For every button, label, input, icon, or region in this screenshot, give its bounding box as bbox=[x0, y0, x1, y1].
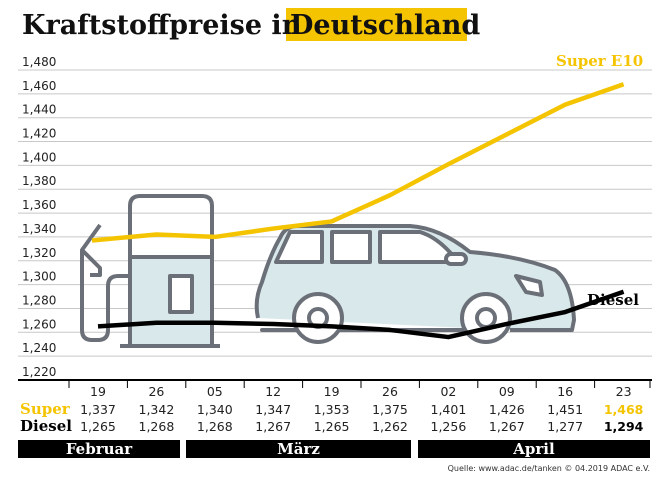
month-bar bbox=[18, 440, 180, 458]
month-label: März bbox=[277, 440, 320, 458]
month-label: April bbox=[512, 440, 555, 458]
month-bar bbox=[186, 440, 411, 458]
data-label: 1,267 bbox=[255, 419, 291, 434]
y-tick-label: 1,340 bbox=[22, 222, 56, 236]
series-line-diesel bbox=[97, 289, 625, 340]
y-tick-label: 1,480 bbox=[22, 55, 56, 69]
data-label: 1,268 bbox=[139, 419, 175, 434]
x-tick-label: 19 bbox=[324, 384, 340, 399]
data-label: 1,342 bbox=[139, 402, 175, 417]
data-label: 1,277 bbox=[547, 419, 583, 434]
x-tick-label: 12 bbox=[265, 384, 281, 399]
y-tick-label: 1,360 bbox=[22, 198, 56, 212]
data-label: 1,468 bbox=[604, 402, 644, 417]
data-label: 1,401 bbox=[431, 402, 467, 417]
y-tick-label: 1,280 bbox=[22, 293, 56, 307]
row-label-diesel: Diesel bbox=[20, 417, 72, 435]
title-part1: Kraftstoffpreise in bbox=[22, 10, 302, 41]
data-label: 1,268 bbox=[197, 419, 233, 434]
x-tick-label: 26 bbox=[382, 384, 398, 399]
data-label: 1,426 bbox=[489, 402, 525, 417]
data-label: 1,353 bbox=[314, 402, 350, 417]
data-label: 1,267 bbox=[489, 419, 525, 434]
x-tick-label: 09 bbox=[499, 384, 515, 399]
row-label-super: Super bbox=[20, 400, 71, 418]
title-highlight bbox=[286, 8, 467, 41]
y-tick-label: 1,380 bbox=[22, 174, 56, 188]
y-tick-label: 1,240 bbox=[22, 341, 56, 355]
y-tick-label: 1,420 bbox=[22, 127, 56, 141]
x-tick-label: 16 bbox=[557, 384, 573, 399]
car-fuel-pump-illustration bbox=[80, 194, 576, 348]
data-label: 1,294 bbox=[604, 419, 644, 434]
data-label: 1,340 bbox=[197, 402, 233, 417]
data-label: 1,256 bbox=[431, 419, 467, 434]
data-label: 1,347 bbox=[255, 402, 291, 417]
month-bar bbox=[418, 440, 650, 458]
x-tick-label: 05 bbox=[207, 384, 223, 399]
y-tick-label: 1,440 bbox=[22, 103, 56, 117]
legend-diesel: Diesel bbox=[587, 291, 639, 309]
data-label: 1,265 bbox=[80, 419, 116, 434]
title-part2: Deutschland bbox=[290, 10, 480, 41]
month-label: Februar bbox=[66, 440, 133, 458]
data-label: 1,375 bbox=[372, 402, 408, 417]
data-label: 1,262 bbox=[372, 419, 408, 434]
y-tick-label: 1,300 bbox=[22, 270, 56, 284]
data-label: 1,337 bbox=[80, 402, 116, 417]
y-tick-label: 1,400 bbox=[22, 150, 56, 164]
x-tick-label: 26 bbox=[148, 384, 164, 399]
data-label: 1,451 bbox=[547, 402, 583, 417]
y-tick-label: 1,460 bbox=[22, 79, 56, 93]
y-tick-label: 1,220 bbox=[22, 365, 56, 379]
data-label: 1,265 bbox=[314, 419, 350, 434]
series-line-super bbox=[91, 82, 625, 243]
y-tick-label: 1,320 bbox=[22, 246, 56, 260]
x-tick-label: 02 bbox=[440, 384, 456, 399]
x-tick-label: 23 bbox=[616, 384, 632, 399]
x-tick-label: 19 bbox=[90, 384, 106, 399]
legend-super-e10: Super E10 bbox=[556, 52, 643, 70]
y-tick-label: 1,260 bbox=[22, 317, 56, 331]
source-note: Quelle: www.adac.de/tanken © 04.2019 ADA… bbox=[448, 464, 650, 473]
